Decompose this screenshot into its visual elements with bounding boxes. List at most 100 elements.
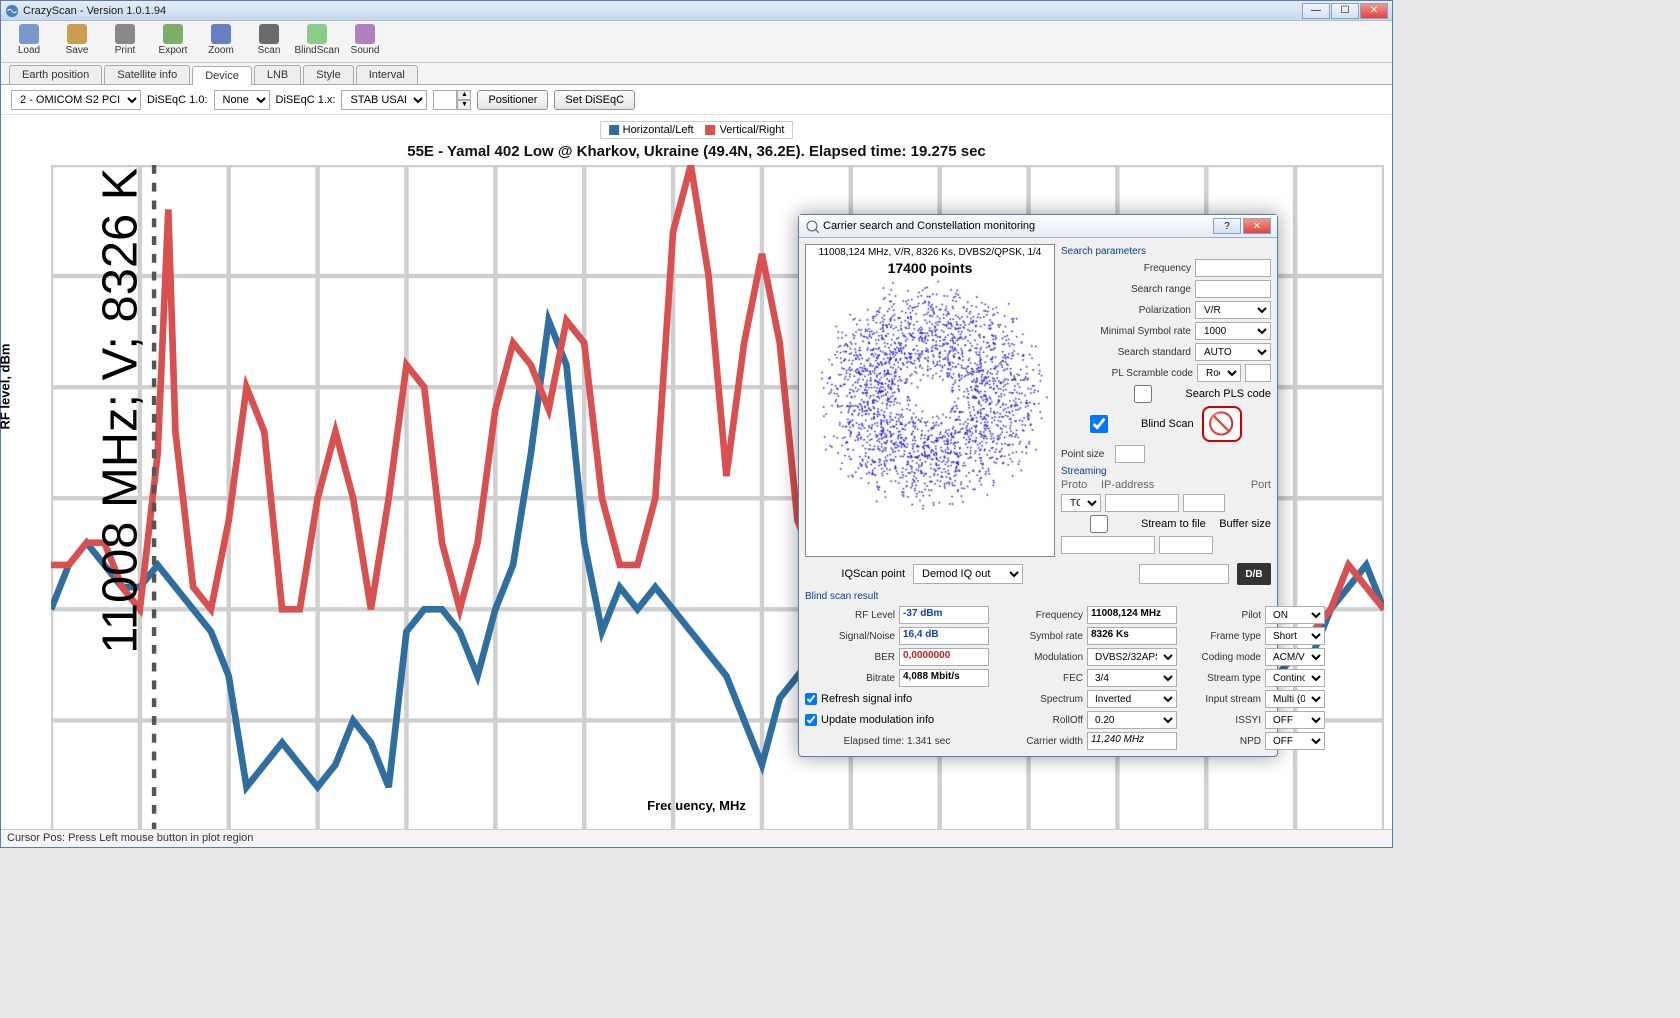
toolbar-load[interactable]: Load bbox=[5, 22, 53, 62]
tab-interval[interactable]: Interval bbox=[356, 65, 418, 84]
result-label: Blind scan result bbox=[805, 591, 1271, 602]
stop-button[interactable]: 🚫 bbox=[1202, 406, 1242, 442]
refresh-label: Refresh signal info bbox=[821, 693, 912, 705]
tab-device[interactable]: Device bbox=[192, 66, 252, 85]
tab-satellite-info[interactable]: Satellite info bbox=[104, 65, 190, 84]
spectrum-select[interactable]: Inverted bbox=[1087, 690, 1177, 708]
bufsize-input[interactable]: 96256 bbox=[1159, 536, 1213, 554]
diseqc10-label: DiSEqC 1.0: bbox=[147, 94, 208, 106]
pls-val-input[interactable]: 1 bbox=[1245, 364, 1271, 382]
toolbar-save[interactable]: Save bbox=[53, 22, 101, 62]
rolloff-select[interactable]: 0.20 bbox=[1087, 711, 1177, 729]
toolbar-sound[interactable]: Sound bbox=[341, 22, 389, 62]
toolbar-scan[interactable]: Scan bbox=[245, 22, 293, 62]
freq-label: Frequency bbox=[1061, 263, 1191, 274]
sn-value: 16,4 dB bbox=[899, 627, 989, 645]
dialog-help-button[interactable]: ? bbox=[1213, 218, 1241, 234]
tab-style[interactable]: Style bbox=[303, 65, 353, 84]
freq-input[interactable]: 11007,000 MHz bbox=[1195, 259, 1271, 277]
frametype-label: Frame type bbox=[1181, 631, 1261, 642]
maximize-button[interactable]: ☐ bbox=[1331, 3, 1359, 19]
tab-lnb[interactable]: LNB bbox=[254, 65, 301, 84]
toolbar-zoom[interactable]: Zoom bbox=[197, 22, 245, 62]
frametype-select[interactable]: Short bbox=[1265, 627, 1325, 645]
coding-select[interactable]: ACM/VCM bbox=[1265, 648, 1325, 666]
streamfile-label: Stream to file bbox=[1141, 518, 1206, 530]
ber-value: 0,0000000 bbox=[899, 648, 989, 666]
dialog-icon bbox=[805, 219, 819, 233]
legend-h-label: Horizontal/Left bbox=[623, 124, 694, 136]
mod-select[interactable]: DVBS2/32APSK bbox=[1087, 648, 1177, 666]
tab-earth-position[interactable]: Earth position bbox=[9, 65, 102, 84]
searchpls-checkbox[interactable] bbox=[1105, 385, 1181, 403]
pointsize-input[interactable]: 2 bbox=[1115, 445, 1145, 463]
toolbar: LoadSavePrintExportZoomScanBlindScanSoun… bbox=[1, 21, 1392, 63]
dialog-close-button[interactable]: ✕ bbox=[1243, 218, 1271, 234]
legend-v-label: Vertical/Right bbox=[720, 124, 785, 136]
freq2-value: 11008,124 MHz bbox=[1087, 606, 1177, 624]
toolbar-print[interactable]: Print bbox=[101, 22, 149, 62]
svg-text:11008 MHz; V; 8326 KS; QPSK; 1: 11008 MHz; V; 8326 KS; QPSK; 1/4; 16.3 d… bbox=[93, 165, 147, 654]
pol-select[interactable]: V/R bbox=[1195, 301, 1271, 319]
setdiseqc-button[interactable]: Set DiSEqC bbox=[554, 90, 635, 110]
sr-label: Symbol rate bbox=[993, 631, 1083, 642]
ip-hdr: IP-address bbox=[1101, 479, 1247, 491]
positioner-button[interactable]: Positioner bbox=[477, 90, 548, 110]
close-button[interactable]: ✕ bbox=[1360, 3, 1388, 19]
device-select[interactable]: 2 - OMICOM S2 PCI bbox=[11, 90, 141, 110]
dialog-title: Carrier search and Constellation monitor… bbox=[823, 220, 1213, 232]
y-axis-label: RF level, dBm bbox=[0, 344, 13, 430]
titlebar[interactable]: CrazyScan - Version 1.0.1.94 — ☐ ✕ bbox=[1, 1, 1392, 21]
fec-label: FEC bbox=[993, 673, 1083, 684]
blindscan-checkbox[interactable] bbox=[1061, 415, 1137, 433]
npd-label: NPD bbox=[1181, 736, 1261, 747]
issyi-select[interactable]: OFF bbox=[1265, 711, 1325, 729]
progress-field bbox=[1139, 564, 1229, 584]
constellation-dialog: Carrier search and Constellation monitor… bbox=[798, 214, 1278, 757]
tsreader-input[interactable]: TSReader bbox=[1061, 536, 1155, 554]
iqscan-select[interactable]: Demod IQ out bbox=[913, 564, 1023, 584]
constellation-canvas[interactable] bbox=[810, 276, 1050, 512]
inputstream-select[interactable]: Multi (0) bbox=[1265, 690, 1325, 708]
streamfile-checkbox[interactable] bbox=[1061, 515, 1137, 533]
inputstream-label: Input stream bbox=[1181, 694, 1261, 705]
ip-input[interactable]: 127.0.0.1 bbox=[1105, 494, 1179, 512]
spin-down[interactable]: ▼ bbox=[457, 100, 471, 110]
ber-label: BER bbox=[805, 652, 895, 663]
pol-label: Polarization bbox=[1061, 305, 1191, 316]
device-bar: 2 - OMICOM S2 PCI DiSEqC 1.0: None DiSEq… bbox=[1, 85, 1392, 115]
port-input[interactable]: 6969 bbox=[1183, 494, 1225, 512]
minsr-select[interactable]: 1000 bbox=[1195, 322, 1271, 340]
streaming-label: Streaming bbox=[1061, 466, 1271, 477]
toolbar-blindscan[interactable]: BlindScan bbox=[293, 22, 341, 62]
spectrum-label: Spectrum bbox=[993, 694, 1083, 705]
issyi-label: ISSYI bbox=[1181, 715, 1261, 726]
fec-select[interactable]: 3/4 bbox=[1087, 669, 1177, 687]
streamtype-select[interactable]: Continous bbox=[1265, 669, 1325, 687]
range-input[interactable]: 5 MHz bbox=[1195, 280, 1271, 298]
constellation-caption: 11008,124 MHz, V/R, 8326 Ks, DVBS2/QPSK,… bbox=[817, 245, 1044, 260]
pilot-select[interactable]: ON bbox=[1265, 606, 1325, 624]
pls-mode-select[interactable]: Root bbox=[1197, 364, 1241, 382]
diseqc10-select[interactable]: None bbox=[214, 90, 270, 110]
freq2-label: Frequency bbox=[993, 610, 1083, 621]
rolloff-label: RollOff bbox=[993, 715, 1083, 726]
toolbar-export[interactable]: Export bbox=[149, 22, 197, 62]
elapsed-label: Elapsed time: 1.341 sec bbox=[805, 736, 989, 747]
updmod-checkbox[interactable] bbox=[805, 714, 817, 726]
diseqc1x-label: DiSEqC 1.x: bbox=[276, 94, 336, 106]
coding-label: Coding mode bbox=[1181, 652, 1261, 663]
position-input[interactable]: 0 bbox=[433, 90, 457, 110]
pls-label: PL Scramble code bbox=[1061, 368, 1193, 379]
dialog-titlebar[interactable]: Carrier search and Constellation monitor… bbox=[799, 215, 1277, 238]
carrierw-label: Carrier width bbox=[993, 736, 1083, 747]
diseqc1x-select[interactable]: STAB USALS bbox=[341, 90, 427, 110]
std-select[interactable]: AUTO bbox=[1195, 343, 1271, 361]
npd-select[interactable]: OFF bbox=[1265, 732, 1325, 750]
spin-up[interactable]: ▲ bbox=[457, 90, 471, 100]
bitrate-value: 4,088 Mbit/s bbox=[899, 669, 989, 687]
proto-select[interactable]: TCP bbox=[1061, 494, 1101, 512]
minimize-button[interactable]: — bbox=[1302, 3, 1330, 19]
refresh-checkbox[interactable] bbox=[805, 693, 817, 705]
std-label: Search standard bbox=[1061, 347, 1191, 358]
